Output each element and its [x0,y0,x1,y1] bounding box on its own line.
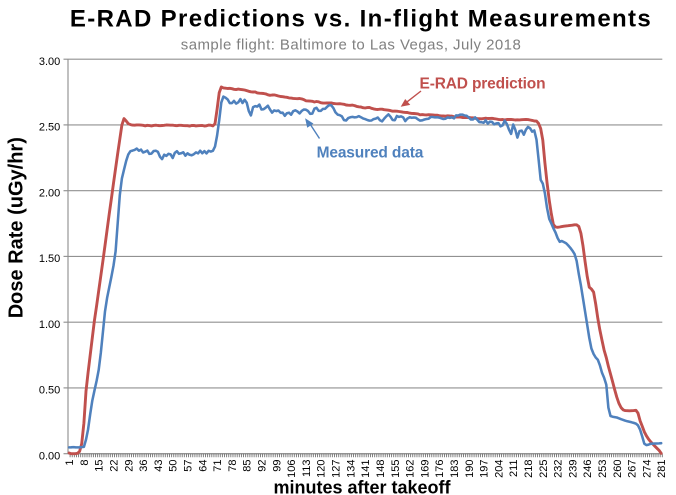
svg-text:85: 85 [242,460,254,472]
svg-text:Measured data: Measured data [317,144,424,161]
svg-text:1: 1 [64,460,76,466]
svg-text:239: 239 [567,460,579,478]
svg-text:106: 106 [286,460,298,478]
svg-text:50: 50 [168,460,180,472]
svg-text:sample flight: Baltimore to La: sample flight: Baltimore to Las Vegas, J… [181,37,521,54]
svg-text:134: 134 [345,460,357,478]
svg-text:43: 43 [153,460,165,472]
svg-text:190: 190 [464,460,476,478]
svg-text:92: 92 [257,460,269,472]
svg-text:267: 267 [627,460,639,478]
svg-text:155: 155 [390,460,402,478]
svg-text:218: 218 [523,460,535,478]
svg-text:274: 274 [641,460,653,478]
svg-text:78: 78 [227,460,239,472]
svg-text:8: 8 [79,460,91,466]
svg-text:176: 176 [434,460,446,478]
svg-text:148: 148 [375,460,387,478]
svg-text:253: 253 [597,460,609,478]
svg-text:113: 113 [301,460,313,478]
svg-text:211: 211 [508,460,520,478]
svg-text:183: 183 [449,460,461,478]
svg-text:169: 169 [419,460,431,478]
svg-text:Dose Rate (uGy/hr): Dose Rate (uGy/hr) [5,137,27,318]
svg-text:260: 260 [612,460,624,478]
svg-text:3.00: 3.00 [39,56,60,68]
svg-text:minutes after takeoff: minutes after takeoff [273,477,451,495]
svg-text:232: 232 [553,460,565,478]
svg-text:64: 64 [197,460,209,472]
svg-text:57: 57 [183,460,195,472]
svg-text:29: 29 [123,460,135,472]
svg-text:1.50: 1.50 [39,253,60,265]
svg-text:141: 141 [360,460,372,478]
svg-text:22: 22 [109,460,121,472]
svg-text:204: 204 [493,460,505,478]
svg-text:15: 15 [94,460,106,472]
svg-text:71: 71 [212,460,224,472]
svg-text:36: 36 [138,460,150,472]
svg-text:2.50: 2.50 [39,122,60,134]
svg-text:120: 120 [316,460,328,478]
svg-text:E-RAD Predictions vs. In-fligh: E-RAD Predictions vs. In-flight Measurem… [70,6,652,33]
svg-text:99: 99 [271,460,283,472]
svg-text:1.00: 1.00 [39,319,60,331]
svg-text:225: 225 [538,460,550,478]
svg-text:127: 127 [331,460,343,478]
svg-text:0.00: 0.00 [39,450,60,462]
svg-text:197: 197 [479,460,491,478]
svg-text:281: 281 [656,460,668,478]
svg-text:0.50: 0.50 [39,385,60,397]
svg-text:162: 162 [405,460,417,478]
svg-text:2.00: 2.00 [39,187,60,199]
svg-text:246: 246 [582,460,594,478]
svg-text:E-RAD prediction: E-RAD prediction [420,75,546,92]
